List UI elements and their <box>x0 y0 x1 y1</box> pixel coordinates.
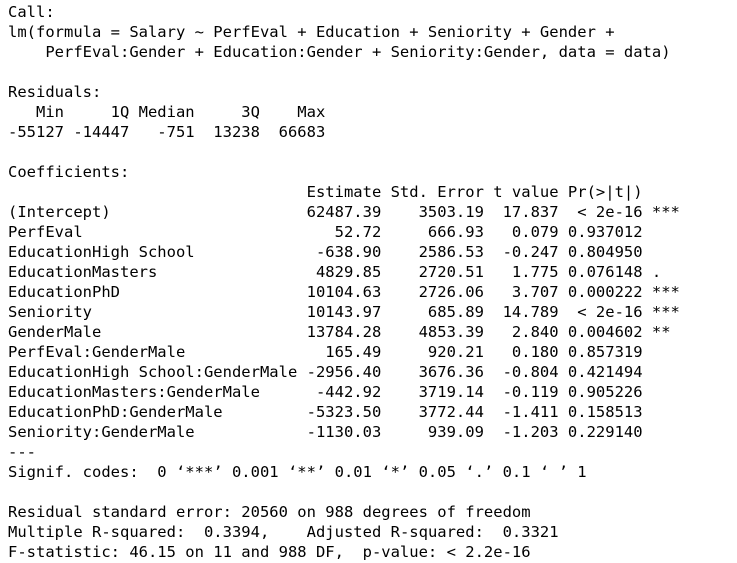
coefficients-header: Coefficients: <box>8 163 130 181</box>
coefficient-row: EducationMasters 4829.85 2720.51 1.775 0… <box>8 263 680 281</box>
coefficient-row: (Intercept) 62487.39 3503.19 17.837 < 2e… <box>8 203 680 221</box>
formula-line-2: PerfEval:Gender + Education:Gender + Sen… <box>8 43 671 61</box>
coefficient-row: Seniority:GenderMale -1130.03 939.09 -1.… <box>8 423 680 441</box>
residuals-quantile-labels: Min 1Q Median 3Q Max <box>8 103 335 121</box>
f-statistic-line: F-statistic: 46.15 on 11 and 988 DF, p-v… <box>8 543 531 561</box>
separator-line: --- <box>8 443 36 461</box>
call-header: Call: <box>8 3 55 21</box>
residual-standard-error: Residual standard error: 20560 on 988 de… <box>8 503 531 521</box>
r-squared-line: Multiple R-squared: 0.3394, Adjusted R-s… <box>8 523 568 541</box>
coefficient-row: EducationMasters:GenderMale -442.92 3719… <box>8 383 680 401</box>
coefficient-row: GenderMale 13784.28 4853.39 2.840 0.0046… <box>8 323 680 341</box>
residuals-quantile-values: -55127 -14447 -751 13238 66683 <box>8 123 335 141</box>
coefficient-row: EducationHigh School -638.90 2586.53 -0.… <box>8 243 680 261</box>
residuals-header: Residuals: <box>8 83 102 101</box>
significance-codes-legend: Signif. codes: 0 ‘***’ 0.001 ‘**’ 0.01 ‘… <box>8 463 587 481</box>
coefficient-row: EducationHigh School:GenderMale -2956.40… <box>8 363 680 381</box>
coefficient-row: PerfEval 52.72 666.93 0.079 0.937012 <box>8 223 680 241</box>
coefficient-row: Seniority 10143.97 685.89 14.789 < 2e-16… <box>8 303 680 321</box>
coefficient-row: PerfEval:GenderMale 165.49 920.21 0.180 … <box>8 343 680 361</box>
coefficient-row: EducationPhD:GenderMale -5323.50 3772.44… <box>8 403 680 421</box>
coefficients-column-header: Estimate Std. Error t value Pr(>|t|) <box>8 183 680 201</box>
coefficient-row: EducationPhD 10104.63 2726.06 3.707 0.00… <box>8 283 680 301</box>
formula-line-1: lm(formula = Salary ~ PerfEval + Educati… <box>8 23 615 41</box>
